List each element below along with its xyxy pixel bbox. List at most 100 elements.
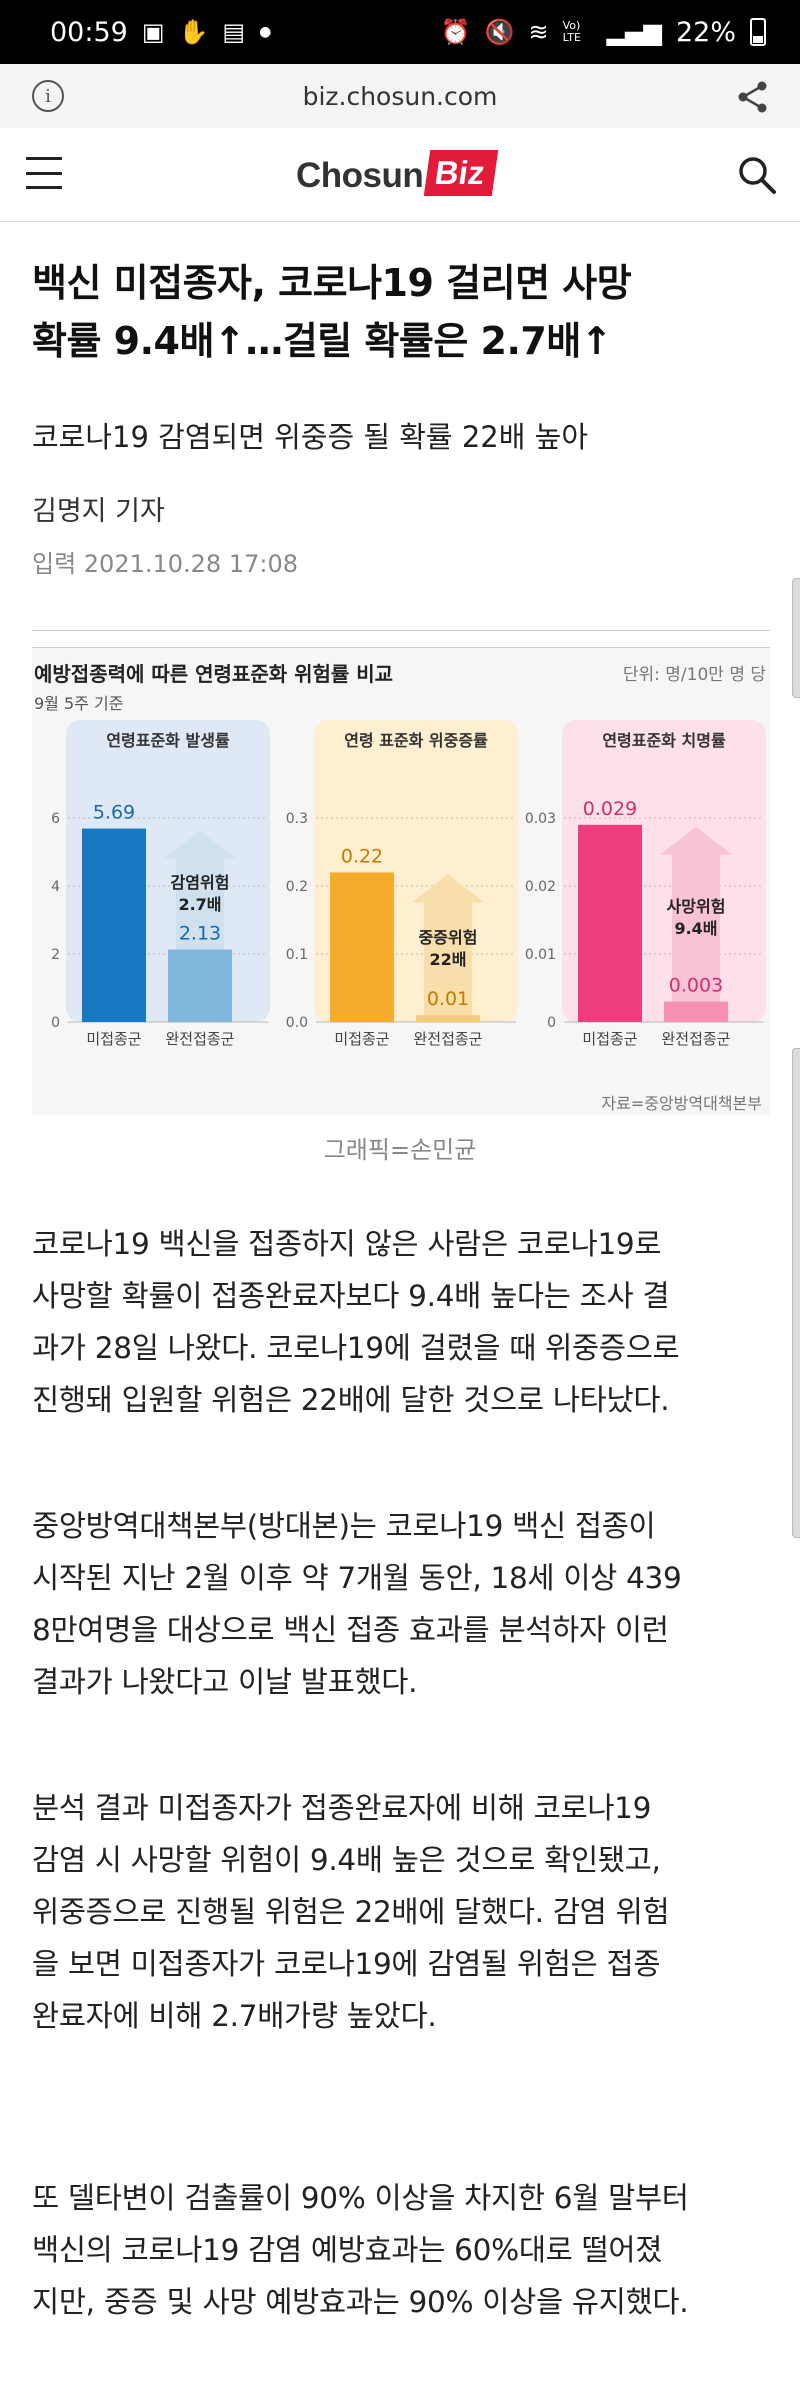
y-tick-label: 4 — [51, 879, 60, 895]
bar-value-label: 5.69 — [93, 802, 135, 824]
paragraph-line: 8만여명을 대상으로 백신 접종 효과를 분석하자 이런 — [32, 1613, 669, 1647]
signal-icon: ▂▄▆ — [606, 18, 662, 46]
paragraph-line: 백신의 코로나19 감염 예방효과는 60%대로 떨어졌 — [32, 2233, 663, 2267]
share-icon[interactable] — [736, 80, 770, 114]
bar-value-label: 0.01 — [427, 988, 469, 1010]
article-paragraph: 중앙방역대책본부(방대본)는 코로나19 백신 접종이 시작된 지난 2월 이후… — [32, 1500, 772, 1708]
chart-title: 예방접종력에 따른 연령표준화 위험률 비교 — [34, 662, 394, 686]
url-bar[interactable]: i biz.chosun.com — [0, 64, 800, 128]
panel-title: 연령 표준화 위중증률 — [344, 731, 488, 750]
paragraph-line: 또 델타변이 검출률이 90% 이상을 차지한 6월 말부터 — [32, 2181, 689, 2215]
paragraph-line: 위중증으로 진행될 위험은 22배에 달했다. 감염 위험 — [32, 1895, 670, 1929]
increase-arrow — [164, 830, 236, 950]
article-paragraph: 코로나19 백신을 접종하지 않은 사람은 코로나19로 사망할 확률이 접종완… — [32, 1218, 772, 1426]
paragraph-line: 감염 시 사망할 위험이 9.4배 높은 것으로 확인됐고, — [32, 1843, 661, 1877]
image-icon: ▣ — [141, 18, 165, 46]
menu-icon[interactable] — [26, 157, 62, 189]
info-icon[interactable]: i — [32, 80, 64, 112]
article-headline: 백신 미접종자, 코로나19 걸리면 사망 확률 9.4배↑…걸릴 확률은 2.… — [32, 254, 772, 370]
article-paragraph: 또 델타변이 검출률이 90% 이상을 차지한 6월 말부터 백신의 코로나19… — [32, 2172, 772, 2328]
ratio-value: 9.4배 — [674, 919, 717, 938]
paragraph-line: 사망할 확률이 접종완료자보다 9.4배 높다는 조사 결 — [32, 1279, 670, 1313]
y-tick-label: 0.02 — [525, 879, 556, 895]
scroll-handle[interactable] — [792, 578, 800, 698]
ratio-label: 감염위험 — [171, 873, 230, 892]
bar — [578, 824, 642, 1022]
y-tick-label: 0.01 — [525, 947, 556, 963]
increase-arrow — [660, 826, 732, 1002]
ratio-value: 2.7배 — [178, 895, 221, 914]
bar-value-label: 0.029 — [583, 798, 637, 820]
y-tick-label: 0.1 — [286, 947, 308, 963]
infographic: 예방접종력에 따른 연령표준화 위험률 비교 단위: 명/10만 명 당 9월 … — [32, 630, 770, 1115]
bar-value-label: 0.22 — [341, 845, 383, 867]
paragraph-line: 결과가 나왔다고 이날 발표했다. — [32, 1665, 418, 1699]
paragraph-line: 을 보면 미접종자가 코로나19에 감염될 위험은 접종 — [32, 1947, 661, 1981]
status-bar: 00:59 ▣ ✋ ▤ ● ⏰ 🔇 ≋ Vo) LTE ▂▄▆ 22% — [0, 0, 800, 64]
battery-icon — [750, 18, 766, 46]
increase-arrow — [412, 874, 484, 1016]
y-tick-label: 0 — [547, 1015, 556, 1031]
x-category-label: 완전접종군 — [661, 1030, 730, 1048]
y-tick-label: 0.03 — [525, 811, 556, 827]
x-category-label: 완전접종군 — [165, 1030, 234, 1048]
paragraph-line: 시작된 지난 2월 이후 약 7개월 동안, 18세 이상 439 — [32, 1561, 682, 1595]
site-logo[interactable]: Chosun Biz — [296, 150, 498, 202]
y-tick-label: 0 — [51, 1015, 60, 1031]
scrollbar-thumb[interactable] — [792, 1048, 800, 1538]
paragraph-line: 완료자에 비해 2.7배가량 높았다. — [32, 1999, 437, 2033]
paragraph-line: 코로나19 백신을 접종하지 않은 사람은 코로나19로 — [32, 1227, 662, 1261]
panel-title: 연령표준화 발생률 — [106, 731, 230, 750]
logo-word: Chosun — [296, 156, 424, 195]
headline-line: 백신 미접종자, 코로나19 걸리면 사망 — [32, 261, 632, 305]
ratio-label: 중증위험 — [419, 928, 478, 947]
x-category-label: 완전접종군 — [413, 1030, 482, 1048]
battery-percent: 22% — [675, 16, 736, 48]
article-paragraph: 분석 결과 미접종자가 접종완료자에 비해 코로나19 감염 시 사망할 위험이… — [32, 1782, 772, 2042]
y-tick-label: 6 — [51, 811, 60, 827]
x-category-label: 미접종군 — [86, 1030, 141, 1048]
x-category-label: 미접종군 — [582, 1030, 637, 1048]
ratio-label: 사망위험 — [667, 897, 726, 916]
bar — [168, 949, 232, 1022]
bar-value-label: 2.13 — [179, 923, 221, 945]
bar — [664, 1001, 728, 1022]
alarm-icon: ⏰ — [440, 18, 471, 46]
publish-date: 입력 2021.10.28 17:08 — [32, 550, 298, 578]
image-caption: 그래픽=손민균 — [323, 1136, 477, 1164]
y-tick-label: 0.0 — [286, 1015, 308, 1031]
mute-icon: 🔇 — [484, 18, 515, 46]
bar — [416, 1015, 480, 1022]
site-header: Chosun Biz — [0, 128, 800, 222]
y-tick-label: 0.2 — [286, 879, 308, 895]
wifi-icon: ≋ — [528, 18, 549, 46]
paragraph-line: 분석 결과 미접종자가 접종완료자에 비해 코로나19 — [32, 1791, 652, 1825]
y-tick-label: 0.3 — [286, 811, 308, 827]
hand-icon: ✋ — [178, 18, 209, 46]
x-category-label: 미접종군 — [334, 1030, 389, 1048]
search-icon[interactable] — [736, 154, 778, 196]
chart-source: 자료=중앙방역대책본부 — [601, 1094, 762, 1113]
bar — [330, 872, 394, 1022]
infographic-body: 예방접종력에 따른 연령표준화 위험률 비교 단위: 명/10만 명 당 9월 … — [32, 647, 770, 1115]
y-tick-label: 2 — [51, 947, 60, 963]
chart-canvas: 연령표준화 발생률 0 2 4 6 5.69 미접종군 2.13 완전접종군 감염위험 2.7배 연령… — [51, 720, 766, 1048]
article-subhead: 코로나19 감염되면 위중증 될 확률 22배 높아 — [32, 420, 588, 454]
status-time: 00:59 — [50, 16, 128, 48]
reporter-name[interactable]: 김명지 기자 — [32, 496, 165, 527]
paragraph-line: 과가 28일 나왔다. 코로나19에 걸렸을 때 위중증으로 — [32, 1331, 680, 1365]
logo-badge: Biz — [424, 150, 498, 196]
dot-icon: ● — [259, 24, 272, 40]
bar-value-label: 0.003 — [669, 975, 723, 997]
ratio-value: 22배 — [430, 950, 467, 969]
paragraph-line: 중앙방역대책본부(방대본)는 코로나19 백신 접종이 — [32, 1509, 656, 1543]
headline-line: 확률 9.4배↑…걸릴 확률은 2.7배↑ — [32, 319, 613, 363]
chart-unit: 단위: 명/10만 명 당 — [622, 665, 766, 685]
bar — [82, 828, 146, 1022]
paragraph-line: 지만, 중증 및 사망 예방효과는 90% 이상을 유지했다. — [32, 2285, 689, 2319]
chart-basis: 9월 5주 기준 — [34, 694, 124, 713]
paragraph-line: 진행돼 입원할 위험은 22배에 달한 것으로 나타났다. — [32, 1383, 670, 1417]
news-icon: ▤ — [222, 18, 246, 46]
volte-icon: Vo) LTE — [562, 19, 581, 44]
url-text[interactable]: biz.chosun.com — [302, 81, 498, 111]
